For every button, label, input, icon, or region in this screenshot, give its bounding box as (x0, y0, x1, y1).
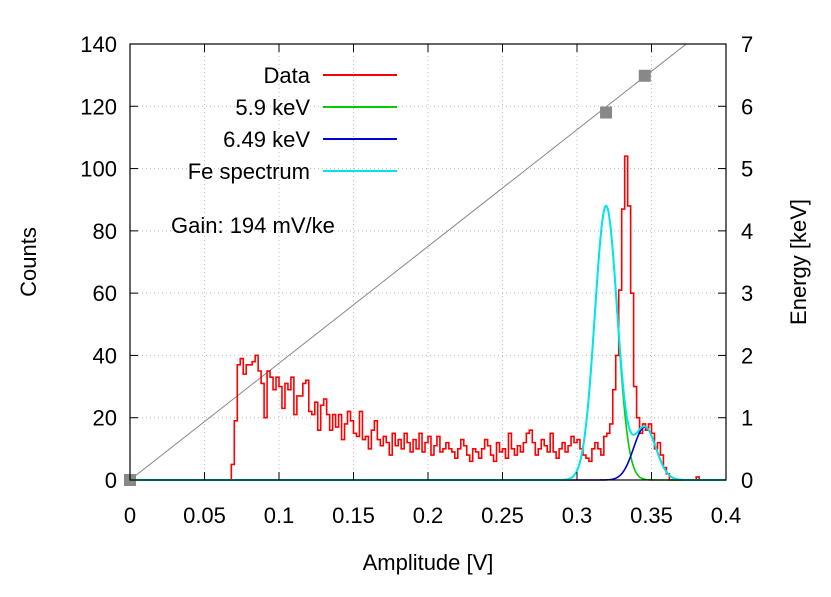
y2-tick-label: 2 (741, 343, 753, 368)
x-tick-labels: 0 0.05 0.1 0.15 0.2 0.25 0.3 0.35 0.4 (124, 503, 741, 528)
y-tick-label: 60 (93, 281, 117, 306)
y-tick-label: 80 (93, 219, 117, 244)
y2-tick-label: 4 (741, 219, 753, 244)
y-tick-label: 20 (93, 406, 117, 431)
x-tick-label: 0.05 (183, 503, 226, 528)
x-tick-label: 0.15 (332, 503, 375, 528)
y-axis-label: Counts (16, 227, 41, 297)
legend: Data 5.9 keV 6.49 keV Fe spectrum (188, 63, 397, 184)
tick-marks (129, 43, 727, 481)
legend-label: Data (264, 63, 311, 88)
legend-label: 6.49 keV (223, 127, 310, 152)
y-tick-label: 120 (80, 94, 117, 119)
calibration-point (600, 106, 613, 119)
y2-tick-label: 1 (741, 406, 753, 431)
y2-tick-label: 7 (741, 32, 753, 57)
y2-tick-label: 0 (741, 468, 753, 493)
calibration-points (124, 69, 651, 486)
y2-axis-label: Energy [keV] (786, 199, 811, 325)
y-tick-label: 100 (80, 157, 117, 182)
x-tick-label: 0.3 (562, 503, 593, 528)
y-tick-labels: 0 20 40 60 80 100 120 140 (80, 32, 117, 493)
x-tick-label: 0 (124, 503, 136, 528)
x-axis-label: Amplitude [V] (363, 550, 494, 575)
calibration-line (130, 44, 688, 481)
calibration-point (638, 69, 651, 82)
y2-tick-labels: 0 1 2 3 4 5 6 7 (741, 32, 753, 493)
x-tick-label: 0.2 (413, 503, 444, 528)
y2-tick-label: 3 (741, 281, 753, 306)
y-tick-label: 40 (93, 343, 117, 368)
y-tick-label: 140 (80, 32, 117, 57)
gain-annotation: Gain: 194 mV/ke (171, 213, 335, 238)
x-tick-label: 0.35 (630, 503, 673, 528)
legend-label: Fe spectrum (188, 159, 310, 184)
y2-tick-label: 6 (741, 94, 753, 119)
data-histogram (228, 155, 726, 481)
legend-label: 5.9 keV (235, 95, 310, 120)
x-tick-label: 0.25 (481, 503, 524, 528)
y-tick-label: 0 (105, 468, 117, 493)
x-tick-label: 0.1 (264, 503, 295, 528)
y2-tick-label: 5 (741, 157, 753, 182)
x-tick-label: 0.4 (711, 503, 742, 528)
